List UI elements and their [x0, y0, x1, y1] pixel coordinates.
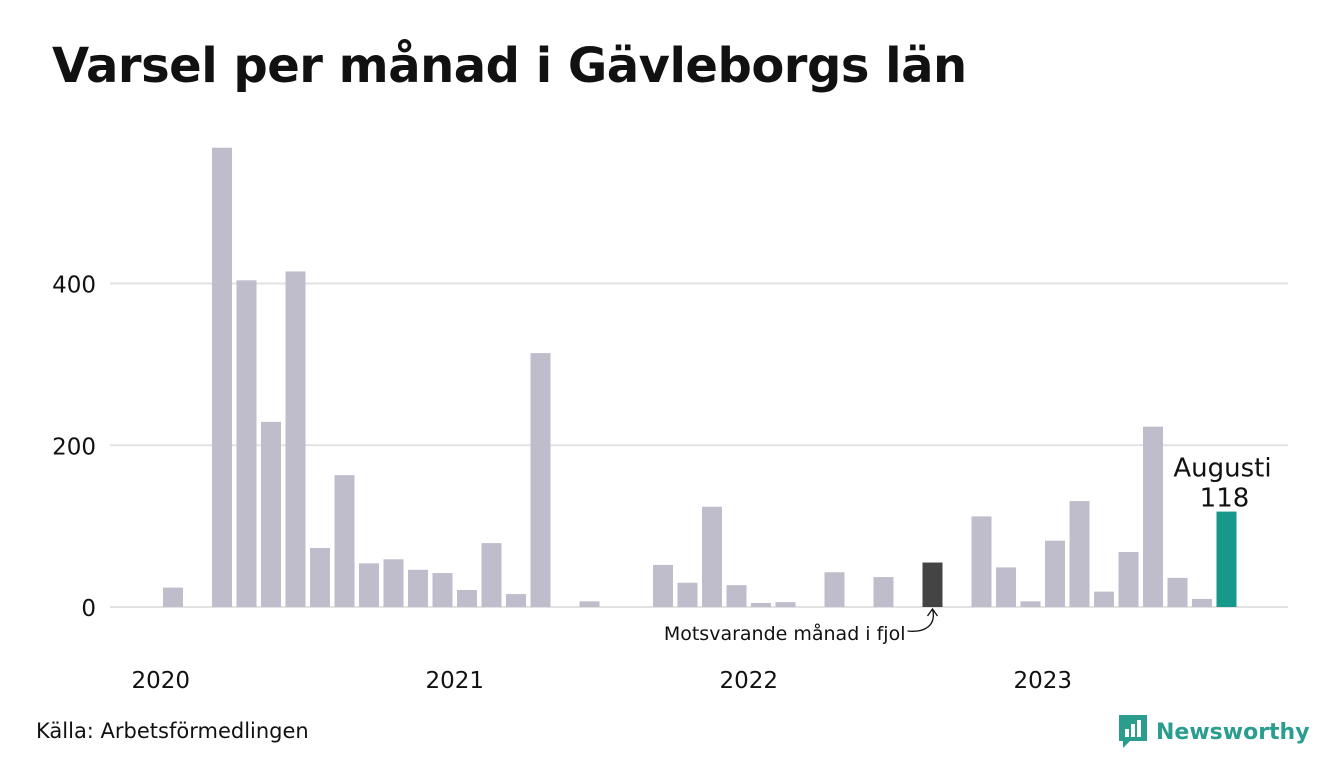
x-axis-ticks: 2020 2021 2022 2023	[131, 668, 1072, 694]
bar	[996, 567, 1016, 607]
comparison-label: Motsvarande månad i fjol	[664, 622, 906, 645]
bar	[236, 280, 257, 607]
chart-title: Varsel per månad i Gävleborgs län	[52, 38, 967, 94]
bar	[873, 577, 894, 607]
comparison-arrow	[907, 608, 934, 632]
y-axis-ticks: 0 200 400	[52, 273, 96, 622]
highlight-value-label: 118	[1200, 484, 1250, 514]
y-tick-label: 400	[52, 273, 96, 299]
bar	[383, 559, 404, 607]
bar	[1192, 598, 1212, 607]
x-tick-label: 2023	[1013, 668, 1072, 694]
x-tick-label: 2022	[719, 668, 778, 694]
bar	[310, 547, 330, 607]
grid-lines	[110, 282, 1288, 608]
bar	[408, 569, 428, 607]
brand-name: Newsworthy	[1156, 719, 1310, 745]
bar	[334, 475, 355, 607]
bar-comparison	[922, 562, 943, 607]
bar	[579, 601, 600, 607]
bar	[285, 271, 306, 607]
bar	[163, 587, 183, 607]
bar	[1020, 601, 1041, 607]
y-tick-label: 200	[52, 434, 96, 460]
bar-highlight	[1216, 511, 1237, 607]
bar	[212, 147, 232, 608]
bar	[751, 602, 771, 607]
source-note: Källa: Arbetsförmedlingen	[36, 719, 309, 743]
bar	[1143, 426, 1163, 607]
bar	[1167, 577, 1188, 607]
bar	[653, 564, 673, 607]
brand-logo: Newsworthy	[1118, 714, 1310, 750]
bars	[163, 147, 1237, 608]
y-tick-label: 0	[81, 596, 96, 622]
bar	[506, 594, 526, 607]
newsworthy-chart-icon	[1119, 715, 1147, 748]
bar	[1069, 501, 1090, 607]
x-tick-label: 2021	[425, 668, 484, 694]
bar	[726, 585, 747, 607]
bar	[432, 573, 453, 607]
annotations: Augusti 118 Motsvarande månad i fjol	[664, 454, 1272, 645]
bar	[1045, 540, 1065, 607]
bar	[1094, 591, 1114, 607]
bar	[481, 543, 502, 607]
bar	[824, 572, 845, 607]
bar	[971, 516, 992, 607]
bar	[775, 602, 796, 607]
x-tick-label: 2020	[131, 668, 190, 694]
bar	[677, 582, 698, 607]
bar	[530, 353, 551, 607]
highlight-month-label: Augusti	[1173, 454, 1271, 484]
bar	[261, 421, 281, 607]
bar	[702, 506, 722, 607]
bar	[1118, 552, 1139, 607]
comparison-arrowhead	[926, 607, 939, 617]
bar	[457, 590, 477, 607]
bar	[359, 563, 379, 607]
